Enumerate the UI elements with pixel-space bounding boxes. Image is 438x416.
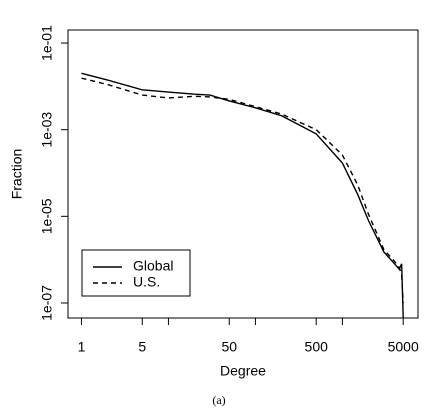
- x-tick-label: 50: [221, 339, 237, 355]
- y-axis-label: Fraction: [9, 149, 25, 200]
- x-tick-label: 5: [138, 339, 146, 355]
- legend-label: U.S.: [133, 274, 160, 290]
- caption: (a): [212, 393, 225, 407]
- legend-box: [81, 249, 191, 297]
- y-tick-label: 1e-05: [39, 198, 55, 234]
- x-axis-label: Degree: [220, 363, 266, 379]
- x-tick-label: 1: [78, 339, 86, 355]
- y-tick-label: 1e-03: [39, 112, 55, 148]
- x-tick-label: 5000: [388, 339, 419, 355]
- x-tick-label: 500: [305, 339, 329, 355]
- plot-frame: [67, 29, 419, 319]
- y-tick-label: 1e-01: [39, 25, 55, 61]
- legend-label: Global: [133, 258, 173, 274]
- y-tick-label: 1e-07: [39, 285, 55, 321]
- line-series: [81, 77, 404, 304]
- line-series: [81, 72, 404, 318]
